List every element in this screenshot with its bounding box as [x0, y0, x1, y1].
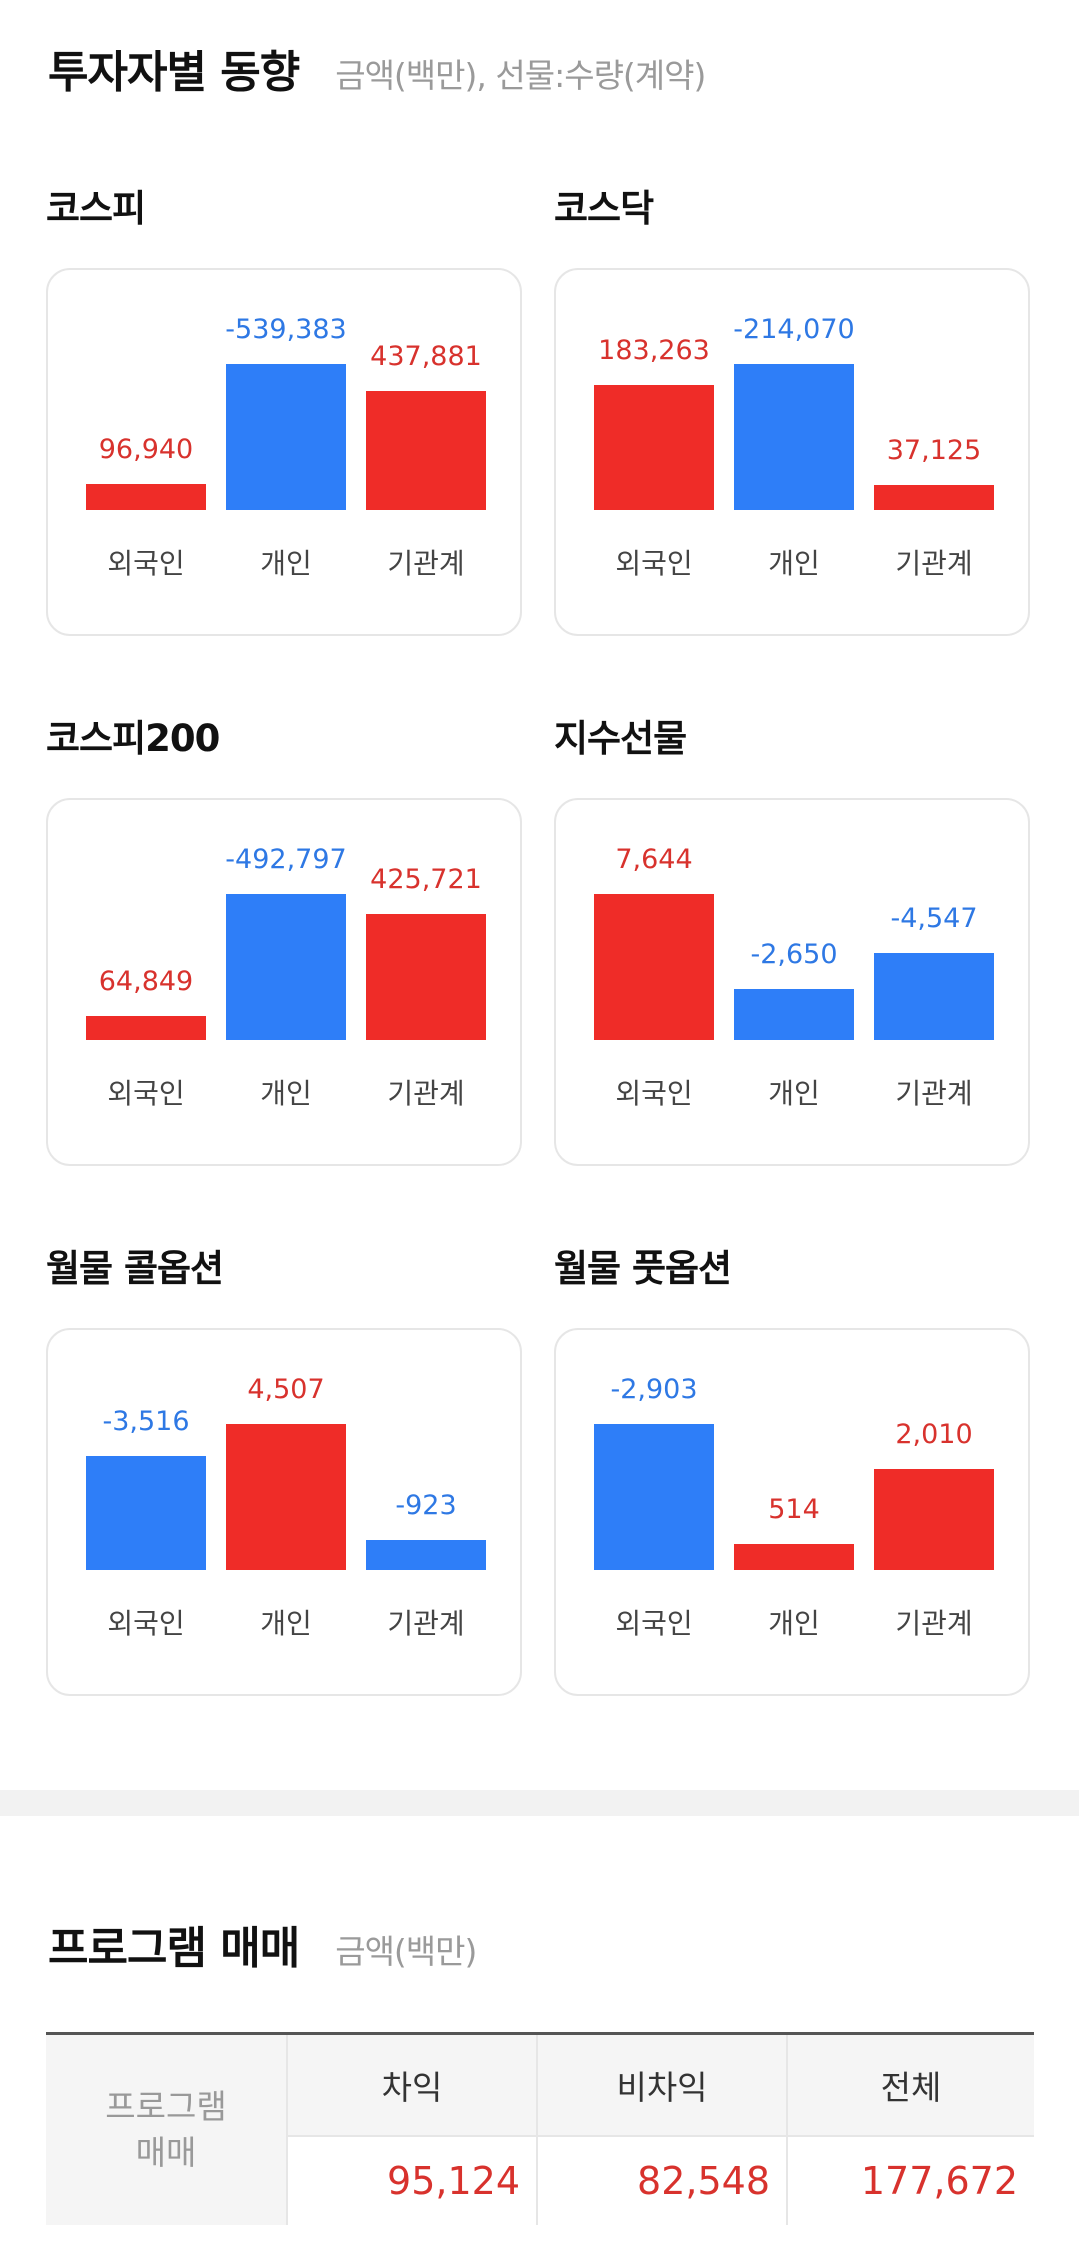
- column-header-arbitrage: 차익: [286, 2035, 536, 2135]
- bar-value-institution: -4,547: [890, 903, 978, 934]
- chart-title: 지수선물: [554, 717, 687, 760]
- bar-individual: [226, 894, 346, 1040]
- program-trading-table: 프로그램 매매 차익 비차익 전체 95,124 82,548 177,672: [46, 2032, 1034, 2225]
- bar-individual: [734, 1544, 854, 1570]
- bar-label-individual: 개인: [768, 1607, 820, 1640]
- bar-value-institution: 437,881: [370, 341, 482, 372]
- chart-title: 코스닥: [554, 187, 654, 230]
- bar-value-foreigner: 7,644: [615, 844, 693, 875]
- bar-label-institution: 기관계: [895, 1077, 973, 1110]
- program-row-label-line1: 프로그램: [105, 2087, 227, 2126]
- bar-foreigner: [594, 894, 714, 1040]
- bar-label-institution: 기관계: [895, 547, 973, 580]
- program-row-label: 프로그램 매매: [46, 2035, 286, 2225]
- bar-individual: [734, 989, 854, 1040]
- bar-individual: [226, 364, 346, 510]
- bar-value-institution: 425,721: [370, 864, 482, 895]
- bar-value-individual: -2,650: [750, 939, 838, 970]
- bar-value-foreigner: 96,940: [98, 434, 194, 465]
- bar-institution: [874, 485, 994, 510]
- bar-individual: [734, 364, 854, 510]
- bar-label-foreigner: 외국인: [107, 1077, 185, 1110]
- value-non-arbitrage: 82,548: [536, 2135, 786, 2225]
- investor-section-note: 금액(백만), 선물:수량(계약): [335, 56, 706, 95]
- program-row-label-line2: 매매: [135, 2133, 197, 2172]
- bar-label-foreigner: 외국인: [615, 1077, 693, 1110]
- chart-title: 월물 풋옵션: [554, 1247, 732, 1290]
- bar-foreigner: [86, 1016, 206, 1040]
- bar-institution: [366, 1540, 486, 1570]
- bar-label-institution: 기관계: [387, 547, 465, 580]
- program-section-note: 금액(백만): [335, 1932, 477, 1971]
- bar-value-institution: 37,125: [886, 435, 982, 466]
- bar-label-foreigner: 외국인: [615, 547, 693, 580]
- bar-foreigner: [594, 385, 714, 510]
- chart-card[interactable]: 183,263 외국인 -214,070 개인 37,125 기관계: [554, 268, 1030, 636]
- bar-individual: [226, 1424, 346, 1570]
- bar-foreigner: [86, 1456, 206, 1570]
- bar-label-individual: 개인: [260, 1077, 312, 1110]
- bar-institution: [366, 914, 486, 1040]
- chart-card[interactable]: -3,516 외국인 4,507 개인 -923 기관계: [46, 1328, 522, 1696]
- bar-label-individual: 개인: [260, 547, 312, 580]
- bar-label-institution: 기관계: [895, 1607, 973, 1640]
- bar-value-foreigner: 64,849: [98, 966, 194, 997]
- chart-card[interactable]: 64,849 외국인 -492,797 개인 425,721 기관계: [46, 798, 522, 1166]
- bar-foreigner: [594, 1424, 714, 1570]
- bar-value-individual: 4,507: [247, 1374, 325, 1405]
- bar-value-foreigner: -2,903: [610, 1374, 698, 1405]
- chart-title: 월물 콜옵션: [46, 1247, 224, 1290]
- bar-institution: [366, 391, 486, 510]
- bar-label-individual: 개인: [260, 1607, 312, 1640]
- bar-label-individual: 개인: [768, 547, 820, 580]
- bar-label-institution: 기관계: [387, 1077, 465, 1110]
- bar-value-foreigner: 183,263: [598, 335, 710, 366]
- bar-institution: [874, 1469, 994, 1570]
- chart-card[interactable]: -2,903 외국인 514 개인 2,010 기관계: [554, 1328, 1030, 1696]
- column-header-non-arbitrage: 비차익: [536, 2035, 786, 2135]
- bar-label-foreigner: 외국인: [107, 547, 185, 580]
- bar-value-individual: -492,797: [225, 844, 347, 875]
- chart-title: 코스피200: [46, 717, 220, 760]
- bar-value-individual: -214,070: [733, 314, 855, 345]
- section-divider: [0, 1790, 1079, 1816]
- bar-institution: [874, 953, 994, 1040]
- bar-value-institution: -923: [395, 1490, 457, 1521]
- value-arbitrage: 95,124: [286, 2135, 536, 2225]
- program-section-header: 프로그램 매매 금액(백만): [48, 1912, 477, 1976]
- bar-label-foreigner: 외국인: [107, 1607, 185, 1640]
- chart-title: 코스피: [46, 187, 146, 230]
- column-header-total: 전체: [786, 2035, 1034, 2135]
- bar-value-foreigner: -3,516: [102, 1406, 190, 1437]
- bar-value-individual: 514: [768, 1494, 820, 1525]
- bar-value-institution: 2,010: [895, 1419, 973, 1450]
- bar-label-foreigner: 외국인: [615, 1607, 693, 1640]
- bar-label-institution: 기관계: [387, 1607, 465, 1640]
- bar-foreigner: [86, 484, 206, 510]
- chart-card[interactable]: 7,644 외국인 -2,650 개인 -4,547 기관계: [554, 798, 1030, 1166]
- investor-section-header: 투자자별 동향 금액(백만), 선물:수량(계약): [48, 36, 706, 100]
- investor-section-title: 투자자별 동향: [48, 47, 300, 98]
- chart-card[interactable]: 96,940 외국인 -539,383 개인 437,881 기관계: [46, 268, 522, 636]
- bar-label-individual: 개인: [768, 1077, 820, 1110]
- bar-value-individual: -539,383: [225, 314, 347, 345]
- program-section-title: 프로그램 매매: [48, 1923, 300, 1974]
- value-total: 177,672: [786, 2135, 1034, 2225]
